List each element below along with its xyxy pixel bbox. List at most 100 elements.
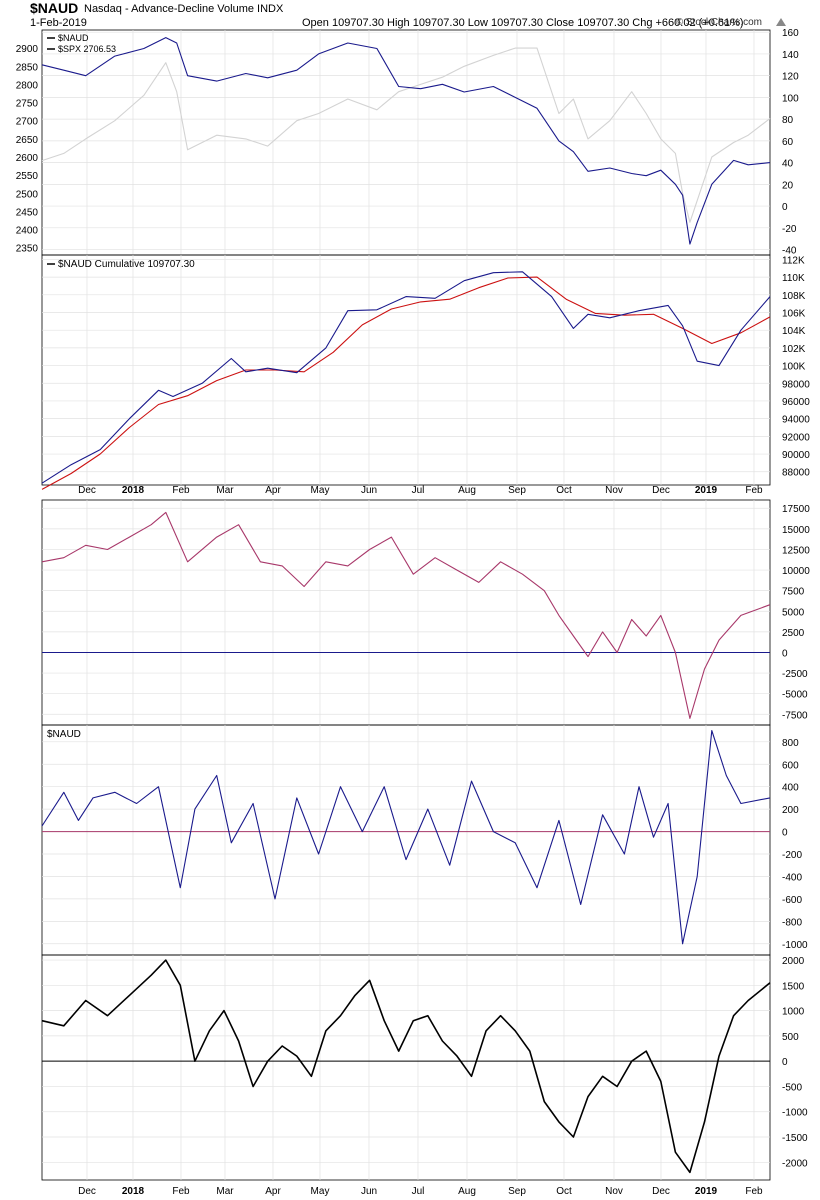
panel-3-right-tick: -5000 xyxy=(782,690,808,701)
panel-5-right-tick: 1000 xyxy=(782,1007,805,1018)
panel-3-right-tick: 17500 xyxy=(782,504,810,515)
panel-2-right-tick: 106K xyxy=(782,309,806,320)
panel-3-right-tick: 12500 xyxy=(782,545,810,556)
x-tick-label: Sep xyxy=(508,1186,526,1197)
panel-1-right-tick: 80 xyxy=(782,115,794,126)
panel-3-right-tick: -7500 xyxy=(782,710,808,721)
cumulative-line xyxy=(41,271,771,484)
panel-4-right-tick: 800 xyxy=(782,738,799,749)
panel-5-right-tick: 2000 xyxy=(782,956,805,967)
panel-1-right-tick: 0 xyxy=(782,202,788,213)
panel-1-left-tick: 2900 xyxy=(16,44,39,55)
panel-1-left-tick: 2750 xyxy=(16,99,39,110)
x-tick-label: Jul xyxy=(412,1186,425,1197)
x-tick-label: Apr xyxy=(265,485,281,496)
rsi-line xyxy=(41,959,771,1174)
panel-1-left-tick: 2350 xyxy=(16,244,39,255)
panel-5-right-tick: -2000 xyxy=(782,1158,808,1169)
legend-entry: $NAUD xyxy=(47,729,81,740)
panel-4-right-tick: -1000 xyxy=(782,940,808,951)
panel-4-right-tick: -400 xyxy=(782,872,802,883)
panel-5-right-tick: 0 xyxy=(782,1057,788,1068)
triangle-icon xyxy=(776,18,786,26)
panel-2-right-tick: 92000 xyxy=(782,432,810,443)
x-tick-label: Aug xyxy=(458,1186,476,1197)
panel-4-right-tick: 0 xyxy=(782,828,788,839)
panel-5-right-tick: 1500 xyxy=(782,981,805,992)
x-tick-label: Nov xyxy=(605,485,623,496)
panel-2-right-tick: 108K xyxy=(782,291,806,302)
x-tick-label: Aug xyxy=(458,485,476,496)
panel-1-left-tick: 2800 xyxy=(16,80,39,91)
x-tick-label: Oct xyxy=(556,485,572,496)
panel-4-right-tick: -800 xyxy=(782,917,802,928)
panel-1-right-tick: 60 xyxy=(782,137,794,148)
x-tick-label: Sep xyxy=(508,485,526,496)
panel-1-left-tick: 2850 xyxy=(16,62,39,73)
brand-logo[interactable]: © StockCharts.com xyxy=(675,17,762,28)
oscillator-line xyxy=(41,511,771,719)
panel-1-right-tick: 100 xyxy=(782,93,799,104)
x-tick-label: Dec xyxy=(78,485,96,496)
panel-3-right-tick: 7500 xyxy=(782,587,805,598)
panel-4-right-tick: 400 xyxy=(782,783,799,794)
panel-2-frame xyxy=(41,254,771,486)
panel-1-right-tick: 120 xyxy=(782,72,799,83)
panel-1-left-tick: 2500 xyxy=(16,189,39,200)
panel-3-right-tick: -2500 xyxy=(782,669,808,680)
x-tick-label: Jun xyxy=(361,1186,377,1197)
panel-1-left-tick: 2450 xyxy=(16,207,39,218)
x-tick-label: May xyxy=(311,1186,330,1197)
panel-5-right-tick: -1500 xyxy=(782,1133,808,1144)
chart-date: 1-Feb-2019 xyxy=(30,17,87,29)
panel-2-right-tick: 94000 xyxy=(782,415,810,426)
x-tick-label: Apr xyxy=(265,1186,281,1197)
x-tick-label: Nov xyxy=(605,1186,623,1197)
panel-3-right-tick: 0 xyxy=(782,648,788,659)
panel-1-left-tick: 2600 xyxy=(16,153,39,164)
spx-line xyxy=(41,47,771,223)
panel-2-right-tick: 112K xyxy=(782,255,805,266)
x-tick-label: Feb xyxy=(172,485,190,496)
x-tick-label: Mar xyxy=(216,485,234,496)
panel-2-right-tick: 98000 xyxy=(782,379,810,390)
x-tick-label: Dec xyxy=(78,1186,96,1197)
panel-1-right-tick: 40 xyxy=(782,159,794,170)
panel-1-left-tick: 2550 xyxy=(16,171,39,182)
panel-5-frame xyxy=(41,954,771,1181)
x-tick-label: Feb xyxy=(745,1186,763,1197)
panel-3-right-tick: 15000 xyxy=(782,525,810,536)
panel-4-right-tick: -200 xyxy=(782,850,802,861)
x-tick-label: Mar xyxy=(216,1186,234,1197)
panel-4-right-tick: 200 xyxy=(782,805,799,816)
x-tick-label: 2018 xyxy=(122,1186,145,1197)
x-tick-label: 2019 xyxy=(695,1186,718,1197)
panel-1-left-tick: 2700 xyxy=(16,117,39,128)
panel-1-right-tick: 20 xyxy=(782,180,794,191)
panel-1-right-tick: 160 xyxy=(782,28,799,39)
x-tick-label: Dec xyxy=(652,485,670,496)
ohlc-readout: Open 109707.30 High 109707.30 Low 109707… xyxy=(302,17,744,29)
x-tick-label: 2018 xyxy=(122,485,145,496)
panel-2-right-tick: 90000 xyxy=(782,450,810,461)
x-tick-label: Dec xyxy=(652,1186,670,1197)
legend-entry: $NAUD xyxy=(58,33,89,43)
moving-average-line xyxy=(41,276,771,490)
x-tick-label: Oct xyxy=(556,1186,572,1197)
panel-1-left-tick: 2650 xyxy=(16,135,39,146)
panel-5-right-tick: -500 xyxy=(782,1082,802,1093)
panel-4-right-tick: -600 xyxy=(782,895,802,906)
legend-entry: $NAUD Cumulative 109707.30 xyxy=(58,259,195,270)
panel-5-right-tick: 500 xyxy=(782,1032,799,1043)
panel-1-right-tick: 140 xyxy=(782,50,799,61)
panel-3-right-tick: 10000 xyxy=(782,566,810,577)
x-tick-label: Jul xyxy=(412,485,425,496)
x-tick-label: Feb xyxy=(745,485,763,496)
panel-2-right-tick: 104K xyxy=(782,326,806,337)
panel-3-right-tick: 2500 xyxy=(782,628,805,639)
panel-3-right-tick: 5000 xyxy=(782,607,805,618)
chart-description: Nasdaq - Advance-Decline Volume INDX xyxy=(84,3,284,15)
panel-4-right-tick: 600 xyxy=(782,760,799,771)
panel-1-right-tick: -40 xyxy=(782,246,797,257)
